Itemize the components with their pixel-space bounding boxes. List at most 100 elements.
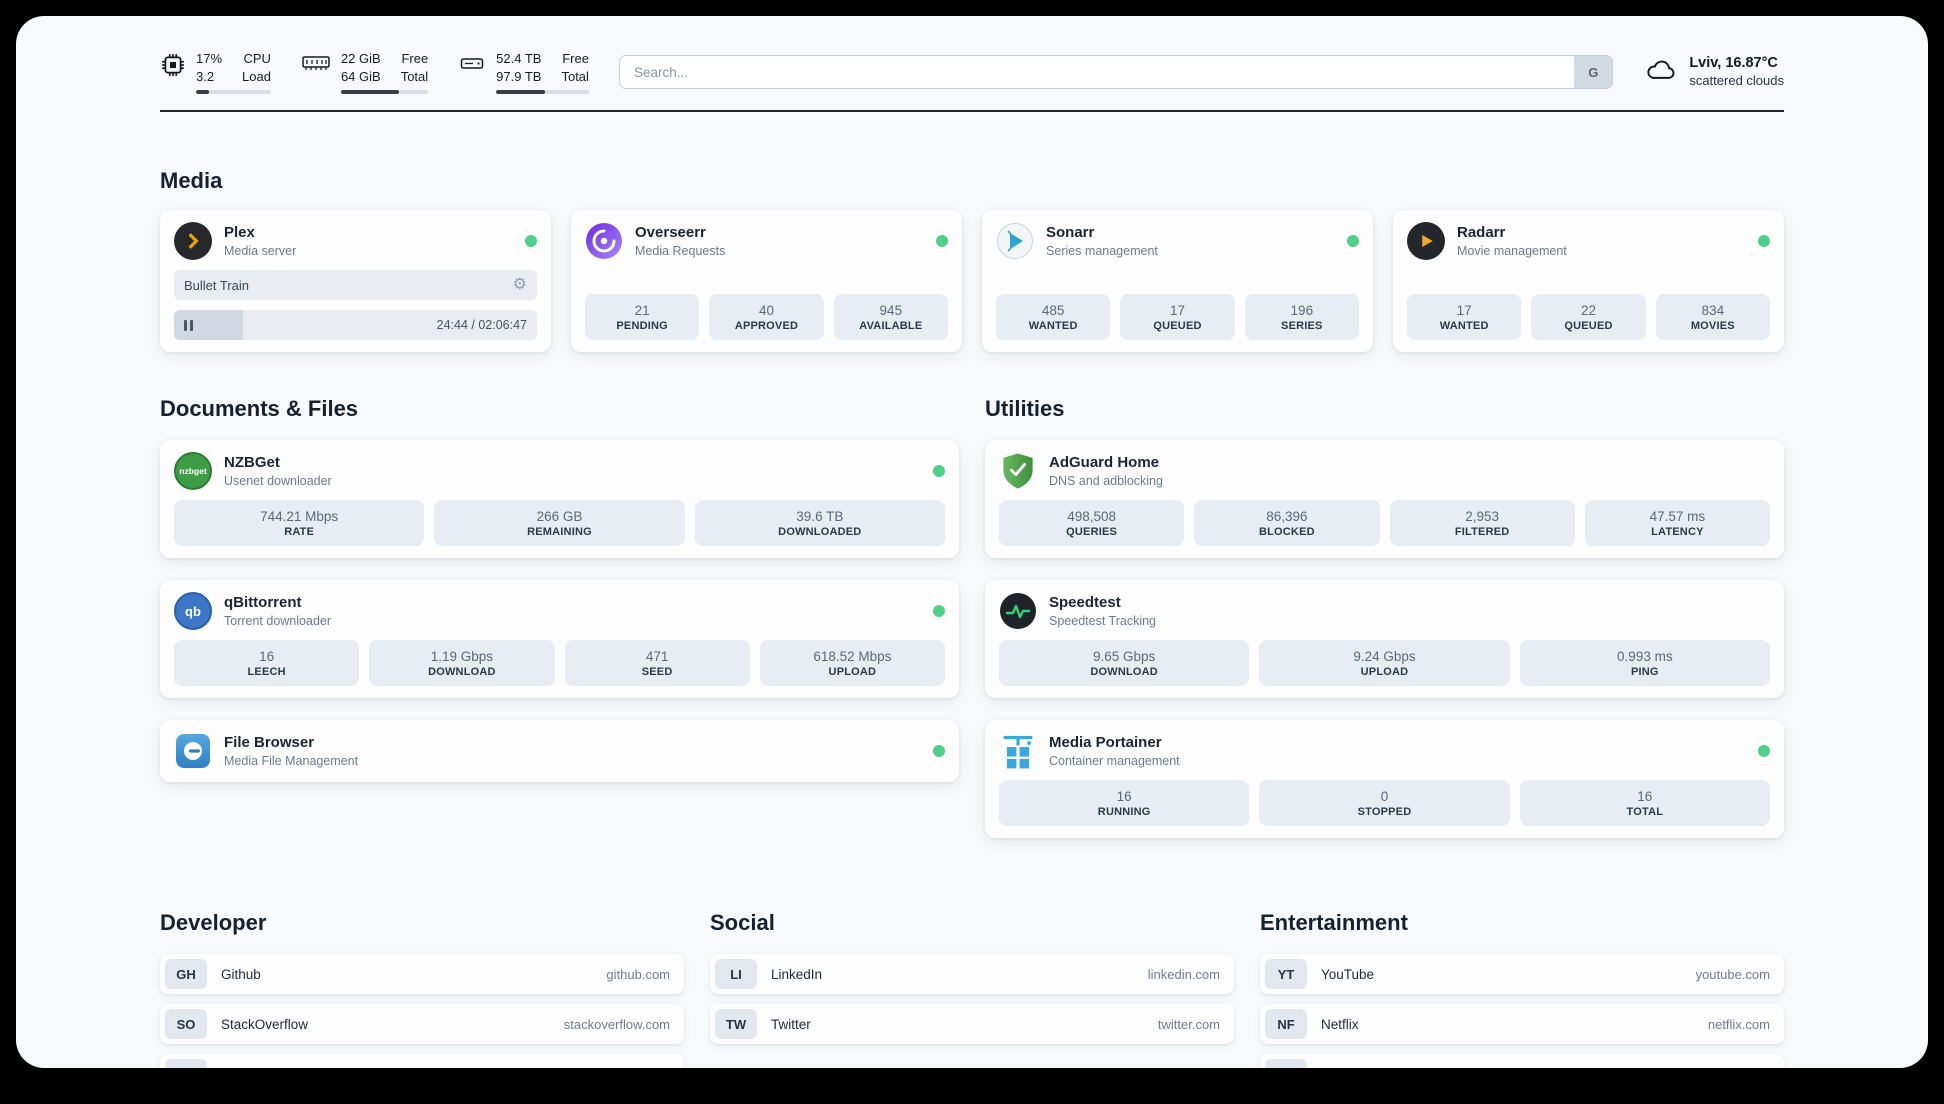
stat-running: 16 RUNNING — [999, 780, 1250, 827]
bookmark-netflix[interactable]: NF Netflix netflix.com — [1260, 1004, 1784, 1045]
section-title-utilities: Utilities — [985, 396, 1065, 422]
bookmark-name: DEV — [221, 1067, 249, 1068]
bookmark-badge: NF — [1265, 1009, 1307, 1040]
plex-progress-bar[interactable]: 24:44 / 02:06:47 — [174, 310, 537, 341]
weather-location: Lviv, 16.87°C — [1689, 55, 1778, 72]
status-online-dot — [1758, 235, 1770, 248]
plex-icon — [174, 222, 212, 261]
pause-icon[interactable] — [184, 319, 193, 331]
overseerr-icon — [585, 222, 623, 260]
section-title-entertainment: Entertainment — [1260, 910, 1408, 936]
app-name: Plex — [224, 224, 255, 242]
app-subtitle: Speedtest Tracking — [1049, 613, 1157, 628]
bookmark-url: stackoverflow.com — [563, 1016, 670, 1032]
section-title-developer: Developer — [160, 910, 267, 936]
speedtest-icon — [999, 592, 1037, 630]
app-card-nzbget[interactable]: nzbget NZBGet Usenet downloader 744.21 M… — [160, 440, 959, 559]
bookmark-reddit[interactable]: RE Reddit reddit.com — [1260, 1054, 1784, 1068]
bookmark-url: github.com — [606, 966, 670, 982]
status-online-dot — [936, 235, 948, 248]
app-card-filebrowser[interactable]: File Browser Media File Management — [160, 720, 959, 783]
bookmark-github[interactable]: GH Github github.com — [160, 954, 684, 995]
section-entertainment: Entertainment YT YouTube youtube.com NF … — [1260, 910, 1784, 1068]
stat-wanted: 17 WANTED — [1407, 294, 1522, 341]
ram-total-label: Total — [400, 68, 429, 84]
disk-total-label: Total — [561, 68, 589, 84]
bookmark-badge: LI — [715, 959, 757, 990]
bookmark-dev[interactable]: DT DEV dev.to — [160, 1054, 684, 1068]
radarr-icon — [1407, 222, 1445, 261]
sonarr-icon — [996, 222, 1034, 260]
section-social: Social LI LinkedIn linkedin.com TW Twitt… — [710, 910, 1234, 1045]
app-card-qbittorrent[interactable]: qb qBittorrent Torrent downloader 16 LEE… — [160, 580, 959, 699]
gear-icon[interactable]: ⚙ — [512, 276, 527, 294]
app-card-sonarr[interactable]: Sonarr Series management 485 WANTED 17 Q… — [982, 210, 1373, 353]
status-online-dot — [525, 235, 537, 248]
bookmark-url: linkedin.com — [1147, 966, 1220, 982]
bookmark-badge: DT — [165, 1059, 207, 1068]
svg-text:qb: qb — [185, 604, 201, 619]
bookmark-url: reddit.com — [1709, 1067, 1770, 1068]
stat-remaining: 266 GB REMAINING — [434, 500, 685, 547]
stat-filtered: 2,953 FILTERED — [1389, 500, 1575, 547]
cpu-load-value: 3.2 — [196, 68, 215, 84]
bookmark-twitter[interactable]: TW Twitter twitter.com — [710, 1004, 1234, 1045]
now-playing-title: Bullet Train — [184, 277, 250, 293]
qbittorrent-icon: qb — [174, 592, 212, 631]
search-engine-button[interactable]: G — [1574, 56, 1613, 89]
section-title-media: Media — [160, 168, 223, 194]
stat-seed: 471 SEED — [564, 640, 750, 687]
app-name: Radarr — [1457, 224, 1506, 242]
cpu-stat-group: 17% 3.2 CPU Load — [160, 50, 271, 95]
bookmark-badge: SO — [165, 1009, 207, 1040]
stat-queries: 498,508 QUERIES — [999, 500, 1185, 547]
section-developer: Developer GH Github github.com SO StackO… — [160, 910, 684, 1068]
stat-series: 196 SERIES — [1244, 294, 1359, 341]
weather-widget: Lviv, 16.87°C scattered clouds — [1643, 54, 1784, 90]
stat-pending: 21 PENDING — [585, 294, 700, 341]
bookmark-badge: TW — [715, 1009, 757, 1040]
status-online-dot — [933, 605, 945, 618]
stat-queued: 22 QUEUED — [1531, 294, 1646, 341]
status-online-dot — [1347, 235, 1359, 248]
status-online-dot — [933, 465, 945, 478]
bookmark-name: Reddit — [1321, 1067, 1360, 1068]
bookmark-youtube[interactable]: YT YouTube youtube.com — [1260, 954, 1784, 995]
top-bar: 17% 3.2 CPU Load — [160, 50, 1784, 95]
bookmark-name: Github — [221, 966, 261, 982]
bookmark-linkedin[interactable]: LI LinkedIn linkedin.com — [710, 954, 1234, 995]
cloud-icon — [1643, 56, 1679, 89]
filebrowser-icon — [174, 732, 212, 770]
search-input[interactable] — [619, 56, 1575, 89]
stat-queued: 17 QUEUED — [1120, 294, 1235, 341]
ram-free-value: 22 GiB — [340, 51, 381, 66]
disk-usage-bar — [496, 90, 589, 95]
bookmark-name: Twitter — [771, 1016, 811, 1032]
ram-usage-bar — [340, 90, 429, 95]
app-name: AdGuard Home — [1049, 454, 1160, 472]
section-title-documents: Documents & Files — [160, 396, 359, 422]
disk-icon — [458, 52, 486, 81]
section-title-social: Social — [710, 910, 775, 936]
app-subtitle: Media Requests — [635, 243, 726, 258]
app-card-plex[interactable]: Plex Media server Bullet Train ⚙ 24:44 /… — [160, 210, 551, 353]
bookmark-name: LinkedIn — [771, 966, 823, 982]
app-card-radarr[interactable]: Radarr Movie management 17 WANTED 22 QUE… — [1393, 210, 1784, 353]
memory-icon — [301, 52, 331, 79]
bookmark-stackoverflow[interactable]: SO StackOverflow stackoverflow.com — [160, 1004, 684, 1045]
app-card-portainer[interactable]: Media Portainer Container management 16 … — [985, 720, 1784, 839]
app-subtitle: DNS and adblocking — [1049, 473, 1163, 488]
app-card-speedtest[interactable]: Speedtest Speedtest Tracking 9.65 Gbps D… — [985, 580, 1784, 699]
app-subtitle: Container management — [1049, 753, 1180, 768]
app-name: Media Portainer — [1049, 734, 1162, 752]
nzbget-icon: nzbget — [174, 452, 212, 491]
status-online-dot — [1758, 745, 1770, 758]
status-online-dot — [933, 745, 945, 758]
bookmark-name: Netflix — [1321, 1016, 1359, 1032]
app-card-adguard[interactable]: AdGuard Home DNS and adblocking 498,508 … — [985, 440, 1784, 559]
app-name: Sonarr — [1046, 224, 1095, 242]
ram-total-value: 64 GiB — [340, 68, 381, 84]
stat-available: 945 AVAILABLE — [833, 294, 948, 341]
app-card-overseerr[interactable]: Overseerr Media Requests 21 PENDING 40 A… — [571, 210, 962, 353]
stat-wanted: 485 WANTED — [996, 294, 1111, 341]
